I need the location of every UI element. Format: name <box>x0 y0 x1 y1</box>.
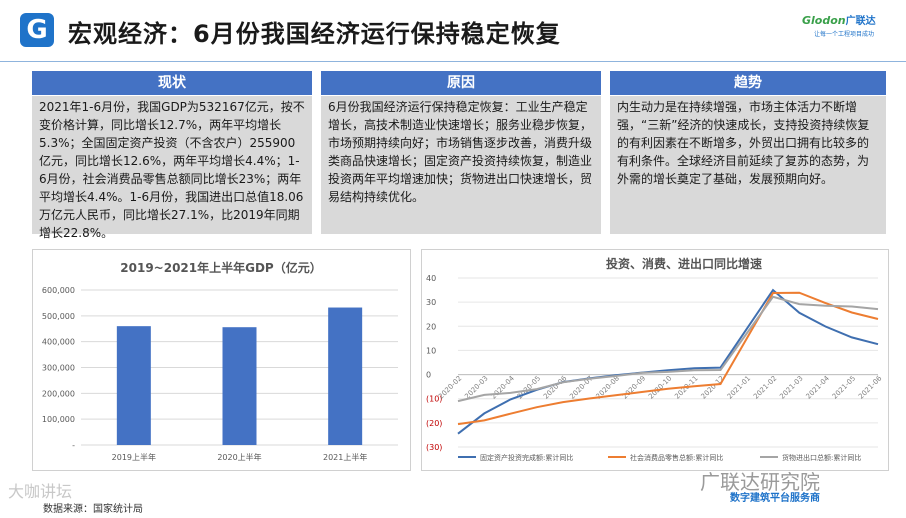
gdp-bar-chart: 2019~2021年上半年GDP（亿元） 600,000 500,000 400,00… <box>32 249 411 471</box>
watermark-right: 广联达研究院 <box>700 470 820 494</box>
x-tick-label: 2021-06 <box>857 374 884 401</box>
y-tick-label: (30) <box>426 443 442 452</box>
y-tick-label: 20 <box>426 322 436 331</box>
y-tick-label: 300,000 <box>42 364 75 373</box>
series-line <box>457 295 879 403</box>
x-tick-label: 2021-02 <box>752 374 778 400</box>
y-tick-label: (10) <box>426 395 442 404</box>
brand-slogan: 让每一个工程项目成功 <box>814 31 875 38</box>
data-source: 数据来源：国家统计局 <box>43 504 143 515</box>
x-tick-label: 2020-12 <box>700 374 726 400</box>
panel-status-body: 2021年1-6月份，我国GDP为532167亿元，按不变价格计算，同比增长12… <box>32 96 312 240</box>
x-tick-label: 2020-10 <box>647 374 673 400</box>
glodon-logo-icon: G <box>20 13 54 47</box>
x-tick-label: 2020-04 <box>490 374 517 401</box>
x-tick-label: 2019上半年 <box>112 452 156 462</box>
y-tick-label: 400,000 <box>42 338 75 347</box>
panel-trend-body: 内生动力是在持续增强，市场主体活力不断增强，“三新”经济的快速成长，支持投资持续… <box>610 96 886 234</box>
series-line <box>457 288 879 435</box>
watermark-subtitle: 数字建筑平台服务商 <box>730 493 820 504</box>
watermark-left: 大咖讲坛 <box>8 482 73 501</box>
x-tick-label: 2020-09 <box>621 374 647 400</box>
x-tick-label: 2021-03 <box>778 374 804 400</box>
growth-line-chart: 投资、消费、进出口同比增速 40 30 20 10 0 (10) (20) (30) 2020-0… <box>421 249 889 471</box>
chart-title: 2019~2021年上半年GDP（亿元） <box>120 260 321 275</box>
x-tick-label: 2021-01 <box>726 374 752 400</box>
y-tick-label: 40 <box>426 274 436 283</box>
y-tick-label: 500,000 <box>42 312 75 321</box>
x-tick-label: 2021上半年 <box>323 452 367 462</box>
bar <box>328 307 363 445</box>
growth-chart-svg: 投资、消费、进出口同比增速 40 30 20 10 0 (10) (20) (30) 2020-0… <box>426 256 884 462</box>
legend-label: 货物进出口总额:累计同比 <box>782 453 861 462</box>
chart-title: 投资、消费、进出口同比增速 <box>606 256 762 271</box>
panel-trend-heading: 趋势 <box>610 71 886 95</box>
y-tick-label: (20) <box>426 419 442 428</box>
series-line <box>457 291 879 426</box>
y-tick-label: 100,000 <box>42 415 75 424</box>
brand-name: Glodon广联达 <box>802 12 876 27</box>
gdp-chart-svg: 2019~2021年上半年GDP（亿元） 600,000 500,000 400,00… <box>42 260 398 462</box>
brand-name-en: Glodon <box>802 14 846 27</box>
y-tick-label: 600,000 <box>42 286 75 295</box>
brand-name-cn: 广联达 <box>845 16 876 27</box>
header-divider <box>0 61 906 62</box>
x-tick-label: 2021-04 <box>805 374 832 401</box>
y-tick-label: 0 <box>426 371 431 380</box>
x-tick-label: 2020上半年 <box>217 452 261 462</box>
legend-label: 社会消费品零售总额:累计同比 <box>630 453 723 462</box>
bar <box>222 327 257 445</box>
legend-label: 固定资产投资完成额:累计同比 <box>480 453 573 462</box>
bar <box>116 326 151 445</box>
panel-reason-body: 6月份我国经济运行保持稳定恢复：工业生产稳定增长，高技术制造业快速增长；服务业稳… <box>321 96 601 234</box>
brand-logo: Glodon广联达 让每一个工程项目成功 <box>802 12 902 46</box>
panel-status-heading: 现状 <box>32 71 312 95</box>
page-title: 宏观经济：6月份我国经济运行保持稳定恢复 <box>68 20 561 48</box>
y-tick-label: 200,000 <box>42 389 75 398</box>
y-tick-label: 10 <box>426 346 436 355</box>
y-tick-label: 30 <box>426 298 436 307</box>
x-tick-label: 2020-02 <box>437 374 463 400</box>
y-tick-label: - <box>72 441 75 450</box>
x-tick-label: 2021-05 <box>831 374 857 400</box>
slide-header: G 宏观经济：6月份我国经济运行保持稳定恢复 Glodon广联达 让每一个工程项… <box>0 0 906 62</box>
panel-reason-heading: 原因 <box>321 71 601 95</box>
